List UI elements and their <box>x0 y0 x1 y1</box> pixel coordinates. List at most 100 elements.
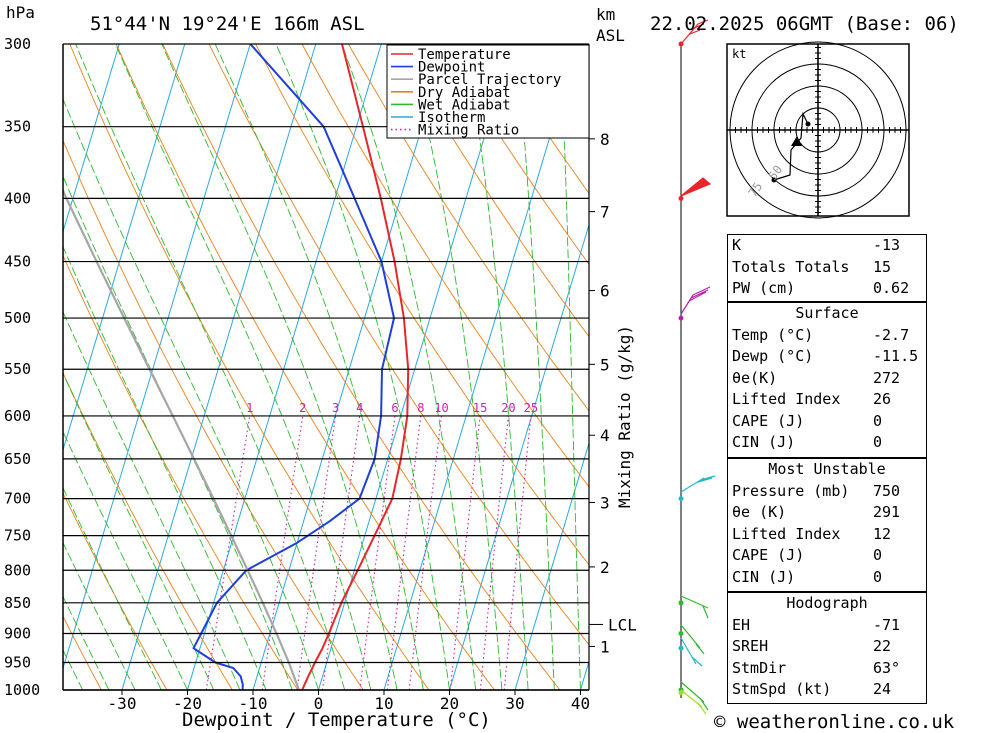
hodo-row: SREH 22 <box>728 636 926 658</box>
pressure-tick-label: 750 <box>4 527 31 545</box>
dry-adiabat-line <box>394 44 589 338</box>
mixing-ratio-line <box>503 415 532 690</box>
surface-value: -11.5 <box>873 347 919 365</box>
km-tick-label: 4 <box>600 426 610 445</box>
legend-label: Isotherm <box>418 110 485 126</box>
surface-title: Surface <box>795 304 859 322</box>
mu-row: CAPE (J) 0 <box>728 545 926 567</box>
series-temperature <box>300 44 410 690</box>
series-dewpoint <box>192 44 395 690</box>
x-tick-label: 30 <box>505 694 524 713</box>
hodo-row: StmSpd (kt) 24 <box>728 679 926 701</box>
legend-label: Wet Adiabat <box>418 97 511 113</box>
legend-label: Parcel Trajectory <box>418 72 561 88</box>
legend-label: Dry Adiabat <box>418 85 511 101</box>
mixing-ratio-label: 4 <box>356 401 363 415</box>
legend-label: Mixing Ratio <box>418 123 519 139</box>
wet-adiabat-line <box>63 175 293 690</box>
wind-level-dot <box>678 630 684 636</box>
pressure-tick-label: 950 <box>4 653 31 671</box>
pressure-tick-label: 850 <box>4 594 31 612</box>
x-tick-label: 20 <box>440 694 459 713</box>
wind-level-dot <box>678 315 684 321</box>
wet-adiabat-line <box>63 245 267 690</box>
km-tick-label: 6 <box>600 282 610 301</box>
index-row: Totals Totals 15 <box>728 257 926 279</box>
x-tick-label: 0 <box>314 694 324 713</box>
dry-adiabat-line <box>347 44 589 412</box>
pressure-tick-label: 400 <box>4 189 31 207</box>
surface-key: CAPE (J) <box>732 411 805 430</box>
x-tick-label: -20 <box>173 694 202 713</box>
location-title: 51°44'N 19°24'E 166m ASL <box>90 13 365 35</box>
km-label: km <box>596 5 615 24</box>
wind-profile <box>678 19 716 715</box>
hodo-key: EH <box>732 615 751 634</box>
mixing-ratio-line <box>296 415 337 690</box>
wind-barb <box>680 624 705 655</box>
wet-adiabat-line <box>515 44 555 690</box>
mu-row: θe (K) 291 <box>728 502 926 524</box>
mixing-ratio-label: 15 <box>473 401 487 415</box>
dry-adiabat-line <box>440 44 589 265</box>
pressure-tick-label: 550 <box>4 360 31 378</box>
surface-table: Surface Temp (°C) -2.7 Dewp (°C) -11.5 θe(… <box>727 302 927 458</box>
index-value: 0.62 <box>873 279 910 297</box>
isotherm-line <box>121 44 317 690</box>
wind-barb <box>680 689 707 715</box>
wet-adiabat-line <box>63 310 241 690</box>
surface-value: 0 <box>873 433 883 451</box>
wet-adiabat-line <box>214 44 424 690</box>
mu-value: 12 <box>873 524 892 543</box>
x-tick-label: 10 <box>374 694 393 713</box>
x-tick-label: -30 <box>108 694 137 713</box>
wet-adiabat-line <box>63 430 188 690</box>
surface-row: CIN (J) 0 <box>728 432 926 454</box>
mixing-ratio-label: 2 <box>299 401 306 415</box>
mu-key: Lifted Index <box>732 524 841 543</box>
index-key: K <box>732 236 742 254</box>
surface-key: Lifted Index <box>732 390 841 408</box>
mixing-ratio-line <box>479 415 509 690</box>
surface-row: Dewp (°C) -11.5 <box>728 346 926 368</box>
copyright: © weatheronline.co.uk <box>714 711 955 733</box>
hodograph-unit: kt <box>732 47 746 61</box>
hodo-value: -71 <box>873 615 901 634</box>
pressure-tick-label: 700 <box>4 490 31 508</box>
mu-key: CAPE (J) <box>732 546 805 564</box>
mixing-ratio-label: 10 <box>434 401 448 415</box>
mu-row: Pressure (mb) 750 <box>728 481 926 503</box>
surface-row: Temp (°C) -2.7 <box>728 325 926 347</box>
surface-row: CAPE (J) 0 <box>728 411 926 433</box>
surface-key: CIN (J) <box>732 433 796 451</box>
km-tick-label: 2 <box>600 558 610 577</box>
wind-level-dot <box>678 496 684 502</box>
wet-adiabat-line <box>75 44 346 690</box>
index-value: 15 <box>873 257 892 276</box>
legend-box <box>386 44 590 139</box>
wind-barb <box>680 286 711 315</box>
legend-label: Temperature <box>418 47 511 63</box>
wet-adiabat-line <box>464 44 529 690</box>
wet-adiabat-line <box>560 44 581 690</box>
pressure-tick-label: 1000 <box>4 681 40 699</box>
pressure-tick-label: 800 <box>4 561 31 579</box>
wet-adiabat-line <box>63 486 162 690</box>
wet-adiabat-line <box>161 44 398 690</box>
hodo-key: SREH <box>732 637 769 655</box>
mu-row: CIN (J) 0 <box>728 567 926 589</box>
mu-value: 0 <box>873 546 883 564</box>
pressure-tick-label: 650 <box>4 450 31 468</box>
wind-level-dot <box>678 600 684 606</box>
wet-adiabat-line <box>63 595 110 690</box>
hodo-value: 24 <box>873 680 892 698</box>
wind-barb <box>680 595 709 619</box>
wet-adiabat-line <box>115 44 372 690</box>
wind-barb <box>680 681 709 711</box>
hodo-value: 22 <box>873 637 892 655</box>
pressure-tick-label: 350 <box>4 118 31 136</box>
x-axis-title: Dewpoint / Temperature (°C) <box>182 709 491 731</box>
legend-label: Dewpoint <box>418 60 485 76</box>
wind-barb <box>680 475 716 493</box>
